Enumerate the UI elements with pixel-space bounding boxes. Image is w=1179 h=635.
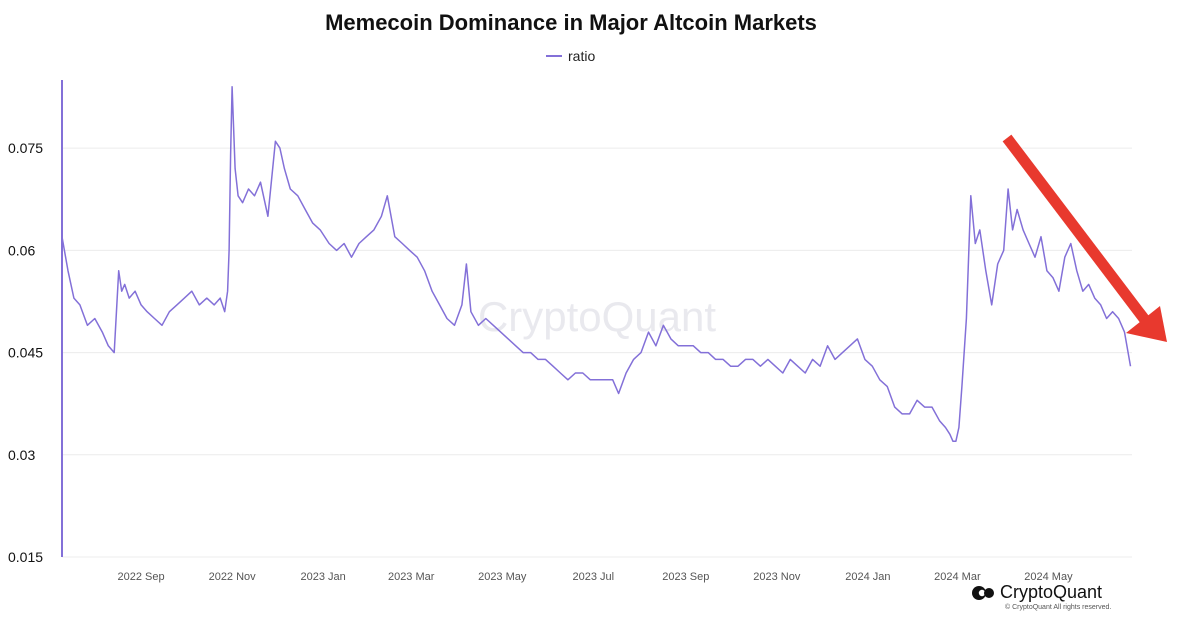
legend[interactable]: ratio <box>546 48 595 64</box>
x-tick-label: 2024 May <box>1024 571 1073 583</box>
x-tick-label: 2023 Jul <box>572 571 614 583</box>
legend-label: ratio <box>568 48 596 64</box>
y-tick-label: 0.06 <box>8 242 35 258</box>
watermark: CryptoQuant <box>478 293 716 340</box>
y-tick-label: 0.075 <box>8 140 43 156</box>
y-tick-label: 0.015 <box>8 549 43 565</box>
x-tick-label: 2023 Mar <box>388 571 435 583</box>
trend-arrow-shaft <box>1002 134 1150 324</box>
legend-swatch <box>546 55 562 57</box>
series-line-ratio <box>61 86 1132 442</box>
x-tick-label: 2023 May <box>478 571 527 583</box>
y-tick-label: 0.03 <box>8 447 35 463</box>
brand-name: CryptoQuant <box>1000 582 1103 602</box>
copyright-text: © CryptoQuant All rights reserved. <box>1005 604 1112 611</box>
trend-arrow-head <box>1126 306 1167 342</box>
x-tick-label: 2022 Nov <box>209 571 257 583</box>
x-tick-label: 2023 Nov <box>753 571 801 583</box>
x-tick-label: 2023 Jan <box>301 571 346 583</box>
x-tick-label: 2024 Jan <box>845 571 890 583</box>
cryptoquant-logo-icon <box>972 585 994 600</box>
x-tick-label: 2023 Sep <box>662 571 709 583</box>
x-tick-label: 2024 Mar <box>934 571 981 583</box>
y-tick-label: 0.045 <box>8 345 43 361</box>
x-tick-label: 2022 Sep <box>118 571 165 583</box>
brand-logo: CryptoQuant <box>972 582 1102 603</box>
chart-title: Memecoin Dominance in Major Altcoin Mark… <box>325 10 817 35</box>
